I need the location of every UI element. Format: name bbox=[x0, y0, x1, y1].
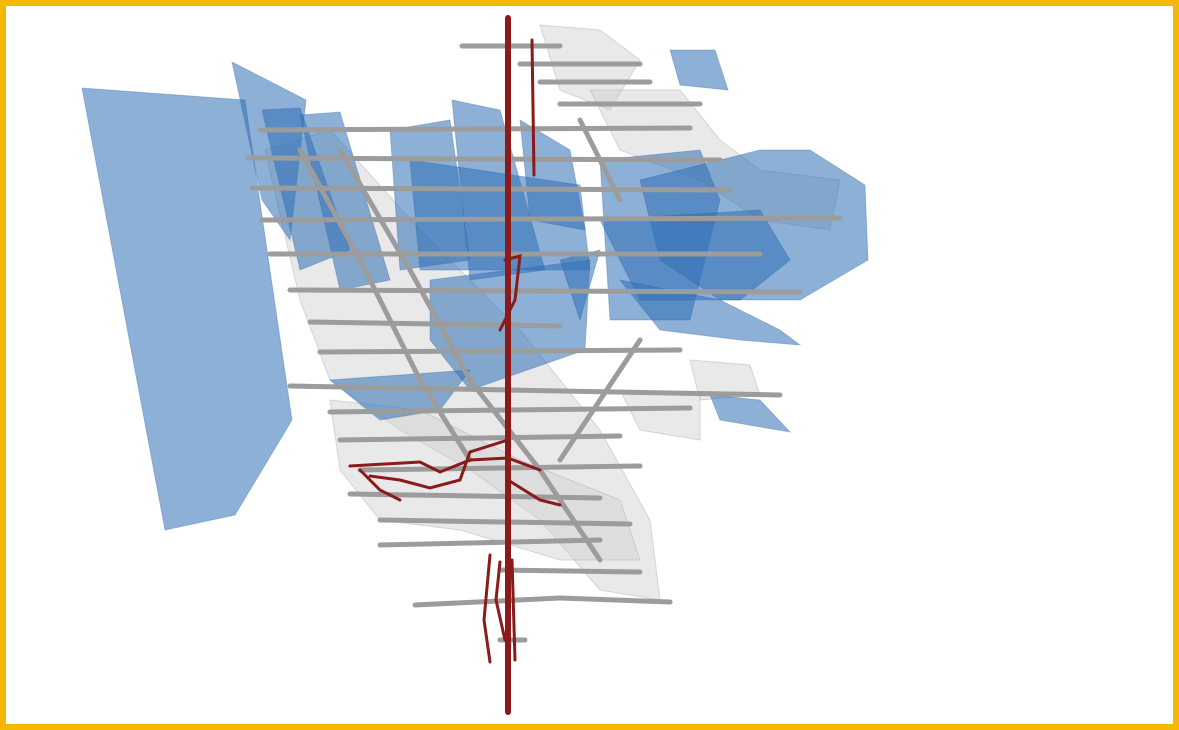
plane bbox=[618, 279, 802, 346]
tunnel bbox=[257, 125, 693, 133]
tunnel bbox=[317, 347, 683, 355]
tunnel bbox=[287, 383, 783, 398]
ramp bbox=[297, 147, 473, 463]
shaft bbox=[530, 38, 536, 177]
tunnel bbox=[557, 595, 673, 605]
drive bbox=[348, 253, 562, 507]
tunnel bbox=[412, 595, 563, 608]
plane bbox=[669, 49, 729, 91]
tunnel bbox=[377, 537, 603, 548]
tunnel bbox=[357, 463, 643, 473]
drive bbox=[482, 553, 517, 664]
tunnel bbox=[245, 155, 723, 163]
ramp bbox=[337, 147, 603, 563]
plane bbox=[81, 87, 293, 531]
ramp bbox=[557, 117, 643, 463]
plane bbox=[709, 394, 792, 433]
tunnel bbox=[307, 319, 563, 329]
tunnel bbox=[497, 567, 643, 575]
tunnel bbox=[287, 287, 803, 295]
tunnel bbox=[249, 185, 733, 193]
tunnel bbox=[259, 215, 843, 223]
ore-body bbox=[539, 24, 641, 111]
